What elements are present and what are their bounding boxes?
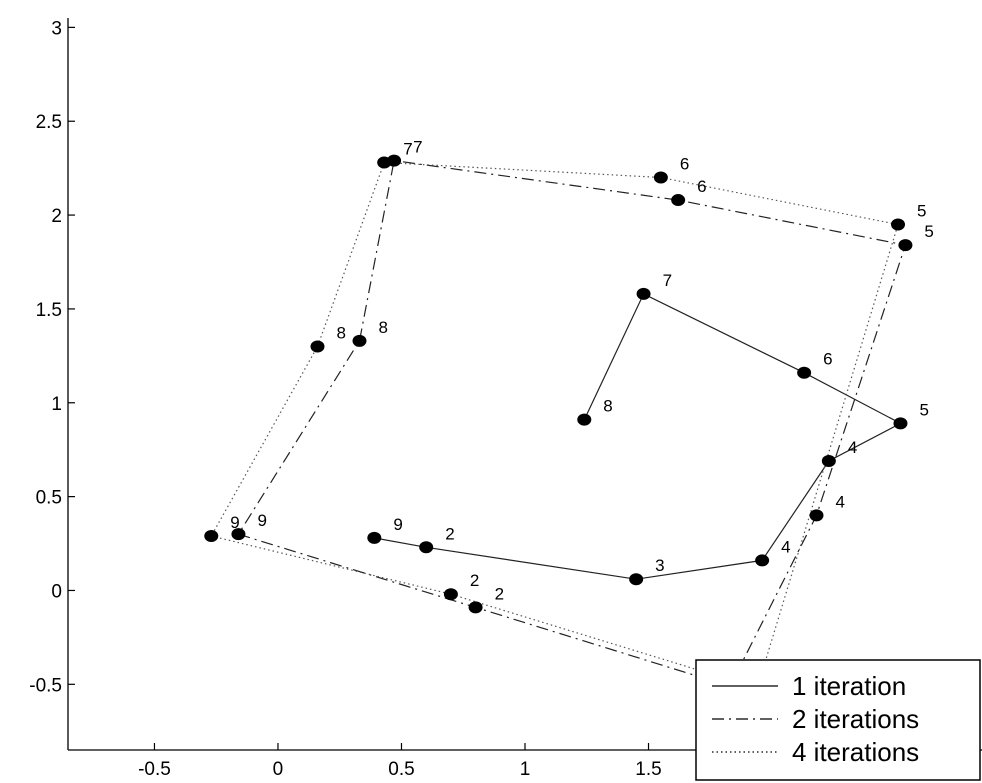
x-tick-label: 0 — [273, 759, 284, 780]
legend: 1 iteration 2 iterations 4 iterations — [695, 659, 981, 781]
point-label: 7 — [663, 271, 672, 290]
point-label: 6 — [680, 155, 689, 174]
data-point — [653, 171, 668, 184]
data-point — [443, 588, 458, 601]
point-label: 3 — [655, 556, 664, 575]
data-point — [809, 509, 824, 522]
data-point — [310, 340, 325, 353]
point-label: 2 — [445, 524, 454, 543]
point-label: 4 — [848, 438, 857, 457]
point-label: 5 — [917, 201, 926, 220]
series-line-3 — [210, 161, 899, 689]
point-label: 9 — [257, 511, 266, 530]
point-label: 2 — [470, 571, 479, 590]
legend-label-2-iterations: 2 iterations — [792, 704, 919, 734]
data-point — [821, 454, 836, 467]
data-point — [797, 366, 812, 379]
data-point — [671, 194, 686, 207]
point-label: 6 — [823, 350, 832, 369]
point-label: 9 — [393, 515, 402, 534]
data-point — [204, 530, 219, 543]
point-label: 4 — [835, 492, 844, 511]
point-label: 4 — [781, 537, 790, 556]
legend-label-4-iterations: 4 iterations — [792, 737, 919, 767]
y-tick-label: 1.5 — [36, 300, 62, 321]
data-point — [891, 218, 906, 231]
point-label: 9 — [230, 513, 239, 532]
data-point — [352, 334, 367, 347]
data-point — [367, 531, 382, 544]
point-label: 7 — [403, 140, 412, 159]
data-point — [893, 417, 908, 430]
point-label: 7 — [413, 138, 422, 157]
ticks: -0.5 0 0.5 1 1.5 2 -0.5 0 0.5 1 1.5 2 2.5 3 — [29, 18, 777, 780]
x-tick-label: 1.5 — [635, 759, 661, 780]
data-point — [898, 239, 913, 252]
legend-label-1-iteration: 1 iteration — [792, 671, 906, 701]
data-point — [468, 601, 483, 614]
y-tick-label: 1 — [51, 394, 62, 415]
data-point — [419, 541, 434, 554]
data-point — [755, 554, 770, 567]
data-point — [231, 528, 246, 541]
point-label: 2 — [495, 584, 504, 603]
y-tick-label: -0.5 — [29, 675, 62, 696]
series: 923445678923456789235678 — [204, 138, 934, 695]
point-label: 8 — [603, 397, 612, 416]
data-point — [377, 156, 392, 169]
point-label: 5 — [924, 222, 933, 241]
y-tick-label: 0 — [51, 581, 62, 602]
x-tick-label: 1 — [520, 759, 531, 780]
point-label: 5 — [919, 400, 928, 419]
axes — [67, 18, 982, 751]
data-point — [577, 413, 592, 426]
data-point — [629, 573, 644, 586]
y-tick-label: 2 — [51, 206, 62, 227]
y-tick-label: 2.5 — [36, 112, 62, 133]
point-label: 8 — [378, 318, 387, 337]
legend-box — [695, 659, 981, 781]
point-label: 6 — [697, 177, 706, 196]
series-line-2 — [237, 159, 907, 687]
data-point — [636, 287, 651, 300]
y-tick-label: 3 — [51, 18, 62, 39]
x-tick-label: -0.5 — [138, 759, 171, 780]
point-label: 8 — [336, 323, 345, 342]
y-tick-label: 0.5 — [36, 488, 62, 509]
x-tick-label: 0.5 — [388, 759, 414, 780]
